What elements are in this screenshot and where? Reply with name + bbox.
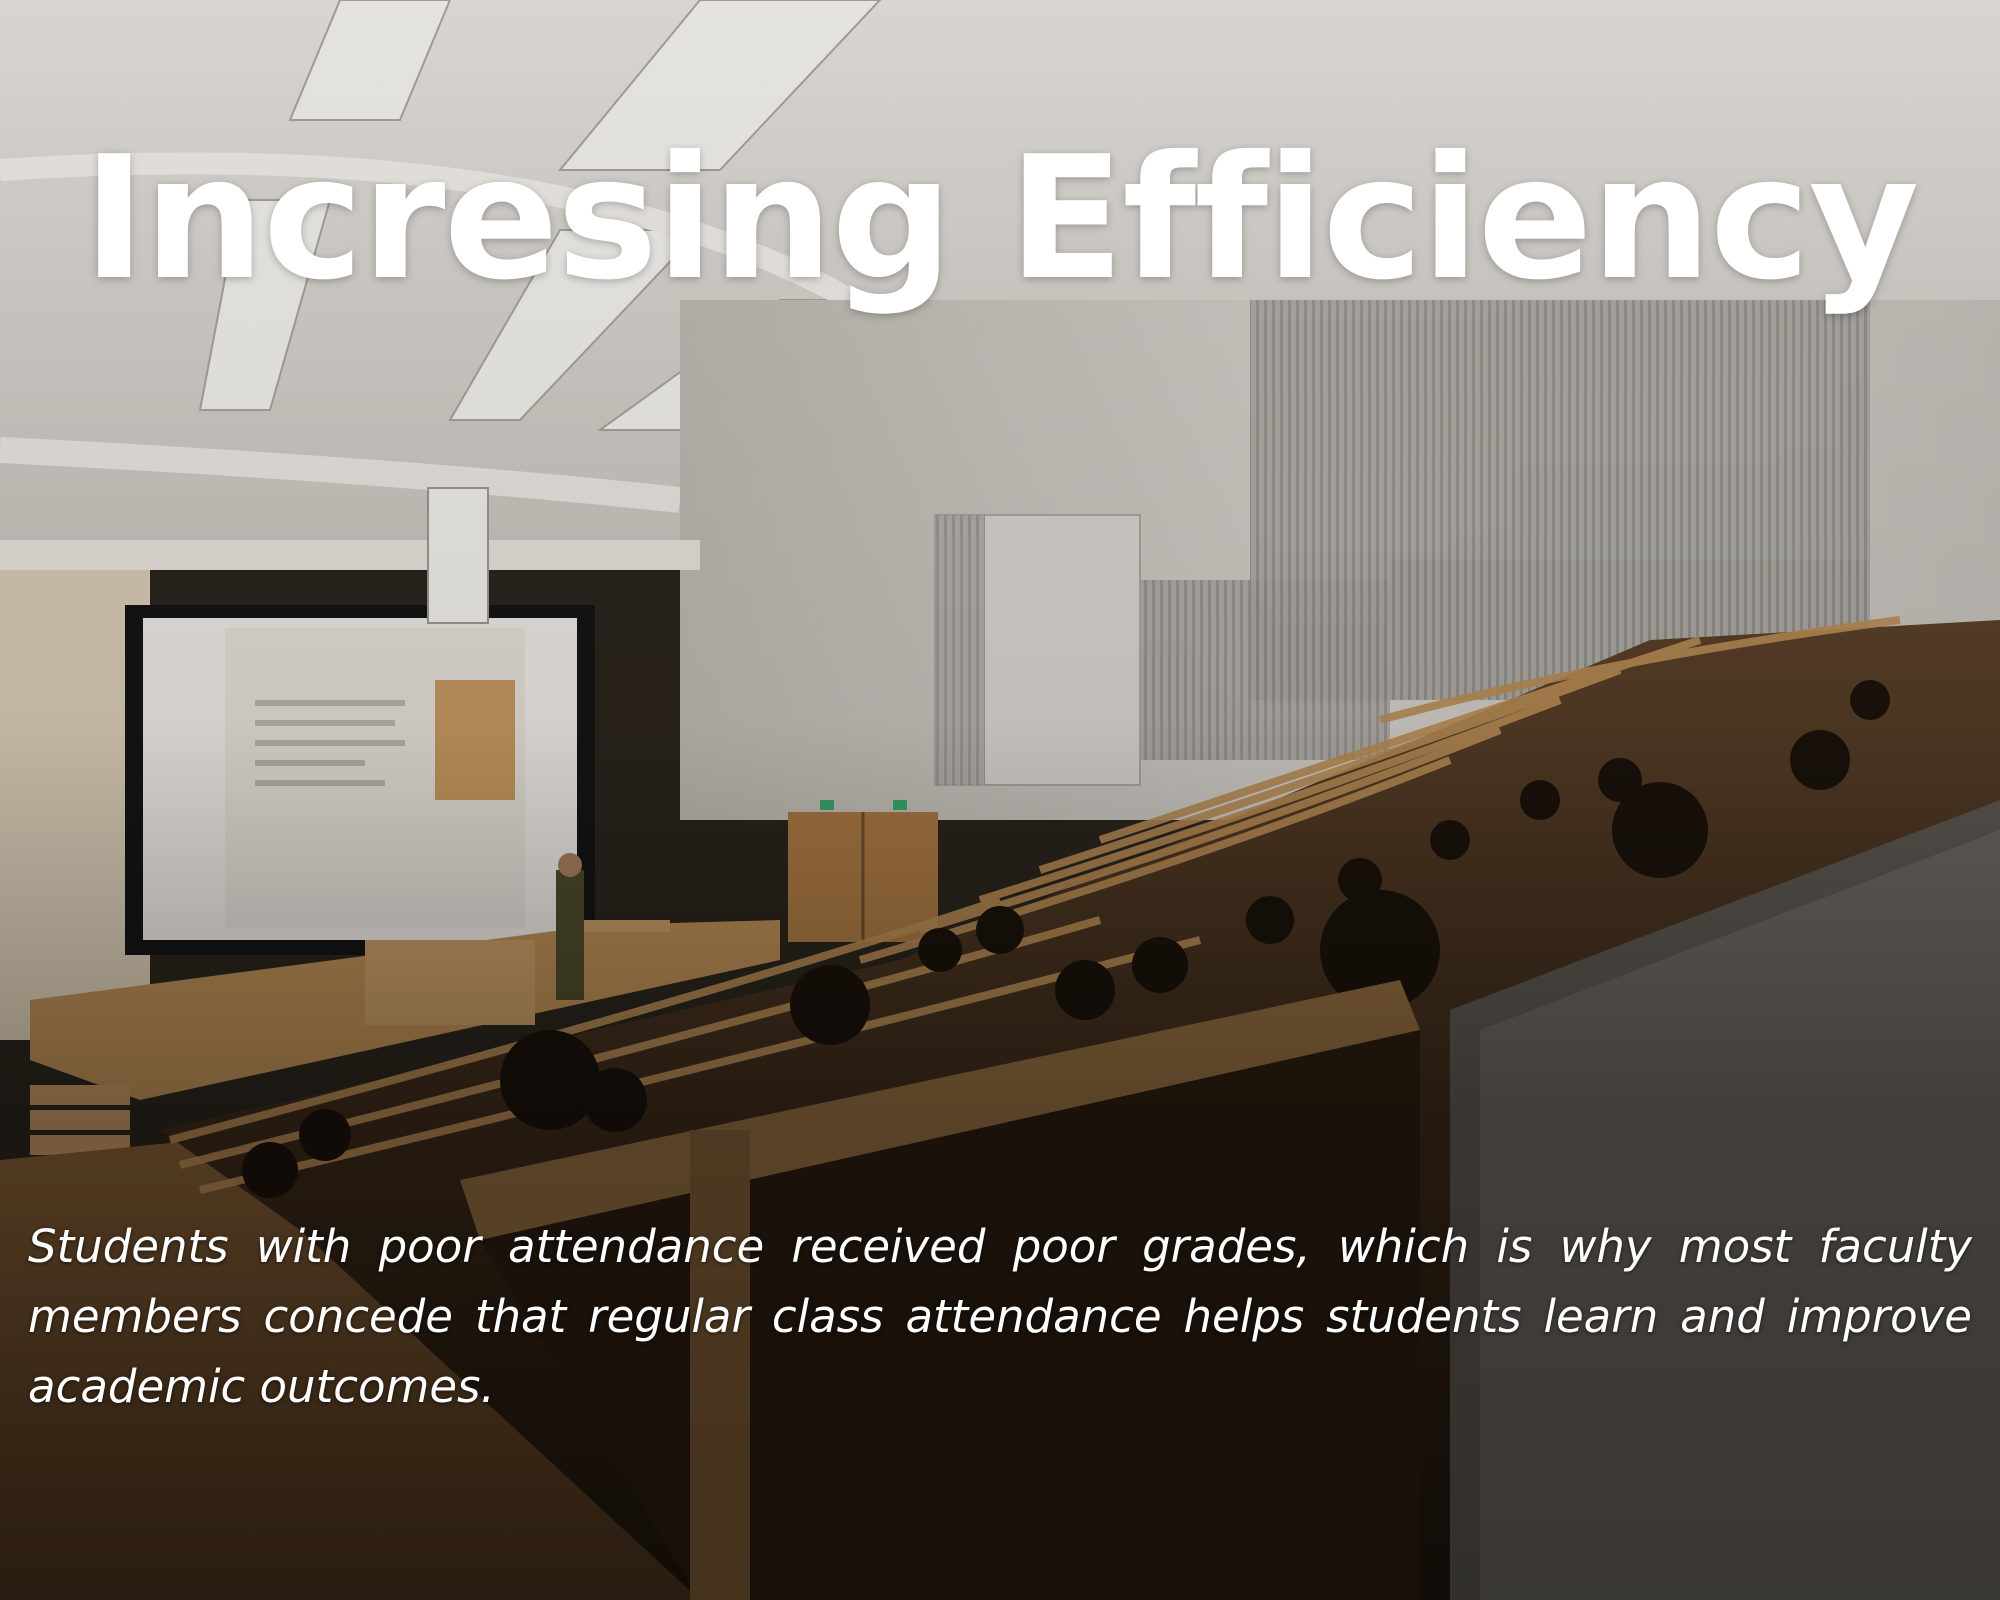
audience xyxy=(242,680,1890,1198)
slide-title: Incresing Efficiency xyxy=(82,120,1920,318)
ceiling-arc xyxy=(0,152,907,340)
lecturer xyxy=(556,870,584,1000)
speaker-array xyxy=(427,487,489,624)
lectern xyxy=(365,940,535,1025)
slide-body-text: Students with poor attendance received p… xyxy=(28,1220,1972,1413)
